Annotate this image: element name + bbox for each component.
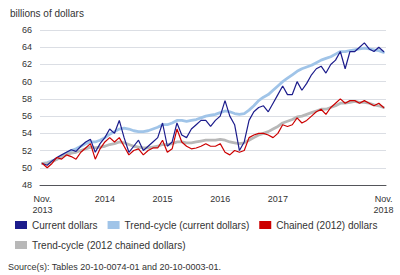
svg-text:54: 54 [22,128,32,138]
svg-text:64: 64 [22,42,32,52]
svg-text:2016: 2016 [210,194,230,204]
svg-text:2014: 2014 [95,194,115,204]
svg-text:52: 52 [22,146,32,156]
svg-text:60: 60 [22,77,32,87]
svg-text:56: 56 [22,111,32,121]
svg-text:2015: 2015 [153,194,173,204]
svg-text:50: 50 [22,163,32,173]
svg-text:Source(s): Tables 20-10-0074-0: Source(s): Tables 20-10-0074-01 and 20-1… [8,262,221,272]
svg-text:62: 62 [22,59,32,69]
svg-text:Trend-cycle (2012 chained doll: Trend-cycle (2012 chained dollars) [32,240,186,251]
svg-text:66: 66 [22,25,32,35]
svg-text:Trend-cycle (current dollars): Trend-cycle (current dollars) [125,220,250,231]
svg-text:Current dollars: Current dollars [32,220,98,231]
svg-text:Nov.: Nov. [33,194,51,204]
svg-text:2018: 2018 [374,205,394,215]
svg-text:billions of dollars: billions of dollars [10,8,84,19]
svg-text:48: 48 [22,180,32,190]
svg-text:Nov.: Nov. [375,194,393,204]
svg-text:2017: 2017 [268,194,288,204]
svg-text:2013: 2013 [32,205,52,215]
svg-text:58: 58 [22,94,32,104]
svg-text:Chained (2012) dollars: Chained (2012) dollars [276,220,377,231]
